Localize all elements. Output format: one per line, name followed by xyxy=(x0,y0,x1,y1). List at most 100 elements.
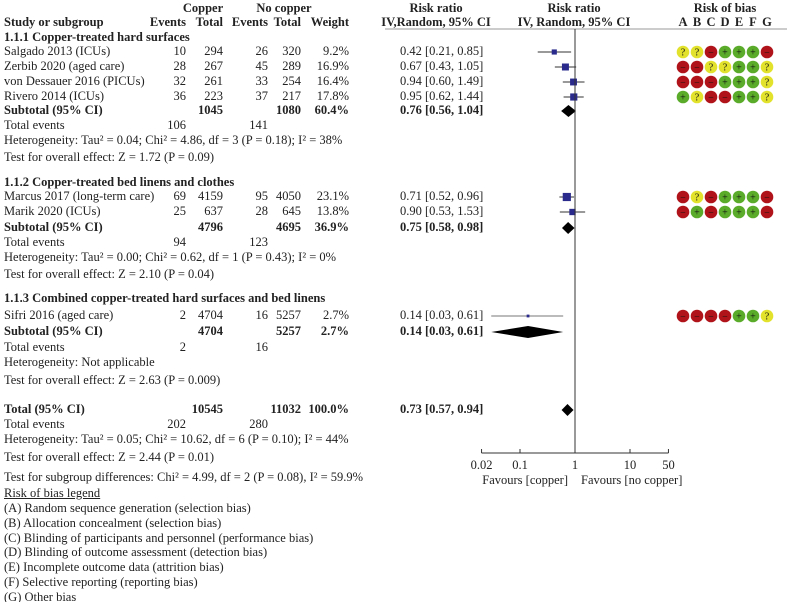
favours-no-copper-label: Favours [no copper] xyxy=(581,473,683,487)
header-nocopper-total: Total xyxy=(273,15,301,29)
header-plot-method: IV, Random, 95% CI xyxy=(517,15,631,29)
copper-events: 32 xyxy=(173,74,187,88)
copper-total: 4796 xyxy=(198,220,223,234)
risk-of-bias-dot-f xyxy=(746,190,760,204)
subtotal-label: Subtotal (95% CI) xyxy=(4,220,103,234)
study-name: Rivero 2014 (ICUs) xyxy=(4,89,104,103)
risk-of-bias-dot-a xyxy=(676,309,690,323)
risk-of-bias-symbol: + xyxy=(722,78,728,89)
risk-of-bias-symbol: − xyxy=(722,93,728,104)
risk-of-bias-dot-a xyxy=(676,75,690,89)
heterogeneity: Heterogeneity: Not applicable xyxy=(4,355,155,369)
study-name: Marcus 2017 (long-term care) xyxy=(4,189,155,203)
subtotal-diamond xyxy=(561,222,575,234)
risk-of-bias-symbol: − xyxy=(764,208,770,219)
risk-of-bias-symbol: ? xyxy=(765,93,770,104)
header-no-copper: No copper xyxy=(256,1,312,15)
copper-total: 10545 xyxy=(191,402,223,416)
risk-ratio-ci: 0.90 [0.53, 1.53] xyxy=(400,204,484,218)
subtotal-diamond xyxy=(561,105,576,117)
risk-of-bias-symbol: + xyxy=(736,312,742,323)
risk-of-bias-symbol: + xyxy=(750,63,756,74)
copper-events: 2 xyxy=(179,308,186,322)
study-name: Zerbib 2020 (aged care) xyxy=(4,59,125,73)
study-effect-marker xyxy=(569,208,576,216)
risk-of-bias-symbol: − xyxy=(764,193,770,204)
weight: 16.4% xyxy=(316,74,349,88)
risk-of-bias-dot-e xyxy=(732,45,746,59)
weight: 9.2% xyxy=(322,44,349,58)
risk-of-bias-dot-a xyxy=(676,90,690,104)
risk-of-bias-symbol: + xyxy=(722,48,728,59)
risk-of-bias-dot-c xyxy=(704,45,718,59)
total-events-label: Total events xyxy=(4,235,65,249)
study-effect-marker xyxy=(570,78,577,86)
copper-events: 69 xyxy=(173,189,187,203)
risk-of-bias-symbol: ? xyxy=(681,48,686,59)
risk-of-bias-symbol: ? xyxy=(765,63,770,74)
risk-of-bias-dot-a xyxy=(676,60,690,74)
header-plot-title: Risk ratio xyxy=(547,1,601,15)
nocopper-total: 5257 xyxy=(276,324,301,338)
risk-of-bias-dot-e xyxy=(732,75,746,89)
subtotal-label: Subtotal (95% CI) xyxy=(4,103,103,117)
nocopper-events: 26 xyxy=(255,44,269,58)
legend-title: Risk of bias legend xyxy=(4,486,101,500)
header-rob-letter-g: G xyxy=(762,15,772,29)
risk-of-bias-dot-e xyxy=(732,60,746,74)
heterogeneity: Heterogeneity: Tau² = 0.00; Chi² = 0.62,… xyxy=(4,250,337,264)
copper-total: 294 xyxy=(204,44,223,58)
header-rr-title: Risk ratio xyxy=(409,1,463,15)
risk-of-bias-dot-c xyxy=(704,75,718,89)
risk-of-bias-symbol: + xyxy=(750,208,756,219)
header-weight: Weight xyxy=(310,15,349,29)
risk-of-bias-dot-c xyxy=(704,190,718,204)
risk-of-bias-symbol: ? xyxy=(723,63,728,74)
study-name: von Dessauer 2016 (PICUs) xyxy=(4,74,145,88)
header-copper: Copper xyxy=(182,1,224,15)
risk-of-bias-dot-g xyxy=(760,309,774,323)
weight: 13.8% xyxy=(316,204,349,218)
risk-of-bias-dot-e xyxy=(732,90,746,104)
nocopper-total: 320 xyxy=(282,44,301,58)
risk-of-bias-symbol: + xyxy=(750,312,756,323)
header-copper-events: Events xyxy=(149,15,186,29)
risk-ratio-ci: 0.71 [0.52, 0.96] xyxy=(400,189,484,203)
risk-of-bias-symbol: ? xyxy=(695,193,700,204)
risk-of-bias-dot-d xyxy=(718,309,732,323)
total-events-label: Total events xyxy=(4,340,65,354)
risk-of-bias-dot-g xyxy=(760,190,774,204)
risk-of-bias-dot-g xyxy=(760,205,774,219)
risk-of-bias-symbol: − xyxy=(708,193,714,204)
risk-of-bias-symbol: + xyxy=(750,48,756,59)
weight: 16.9% xyxy=(316,59,349,73)
risk-of-bias-symbol: ? xyxy=(709,63,714,74)
risk-of-bias-dot-e xyxy=(732,205,746,219)
risk-of-bias-dot-b xyxy=(690,45,704,59)
weight: 2.7% xyxy=(320,324,349,338)
risk-ratio-ci: 0.76 [0.56, 1.04] xyxy=(400,103,484,117)
copper-total: 637 xyxy=(204,204,223,218)
risk-of-bias-symbol: − xyxy=(680,208,686,219)
nocopper-total: 4695 xyxy=(276,220,301,234)
legend-item: (B) Allocation concealment (selection bi… xyxy=(4,515,222,530)
risk-of-bias-symbol: − xyxy=(708,312,714,323)
risk-ratio-ci: 0.95 [0.62, 1.44] xyxy=(400,89,484,103)
risk-of-bias-dot-c xyxy=(704,60,718,74)
nocopper-events: 141 xyxy=(249,118,268,132)
nocopper-events: 37 xyxy=(255,89,269,103)
subgroup-title: 1.1.1 Copper-treated hard surfaces xyxy=(4,30,190,44)
nocopper-total: 4050 xyxy=(276,189,301,203)
risk-of-bias-symbol: − xyxy=(694,78,700,89)
risk-of-bias-dot-c xyxy=(704,205,718,219)
favours-copper-label: Favours [copper] xyxy=(482,473,568,487)
risk-of-bias-dot-g xyxy=(760,90,774,104)
copper-events: 94 xyxy=(173,235,187,249)
risk-of-bias-dot-d xyxy=(718,190,732,204)
risk-of-bias-dot-b xyxy=(690,60,704,74)
header-rob-letter-d: D xyxy=(720,15,730,29)
risk-of-bias-symbol: − xyxy=(708,208,714,219)
copper-events: 202 xyxy=(167,417,186,431)
risk-of-bias-dot-d xyxy=(718,90,732,104)
